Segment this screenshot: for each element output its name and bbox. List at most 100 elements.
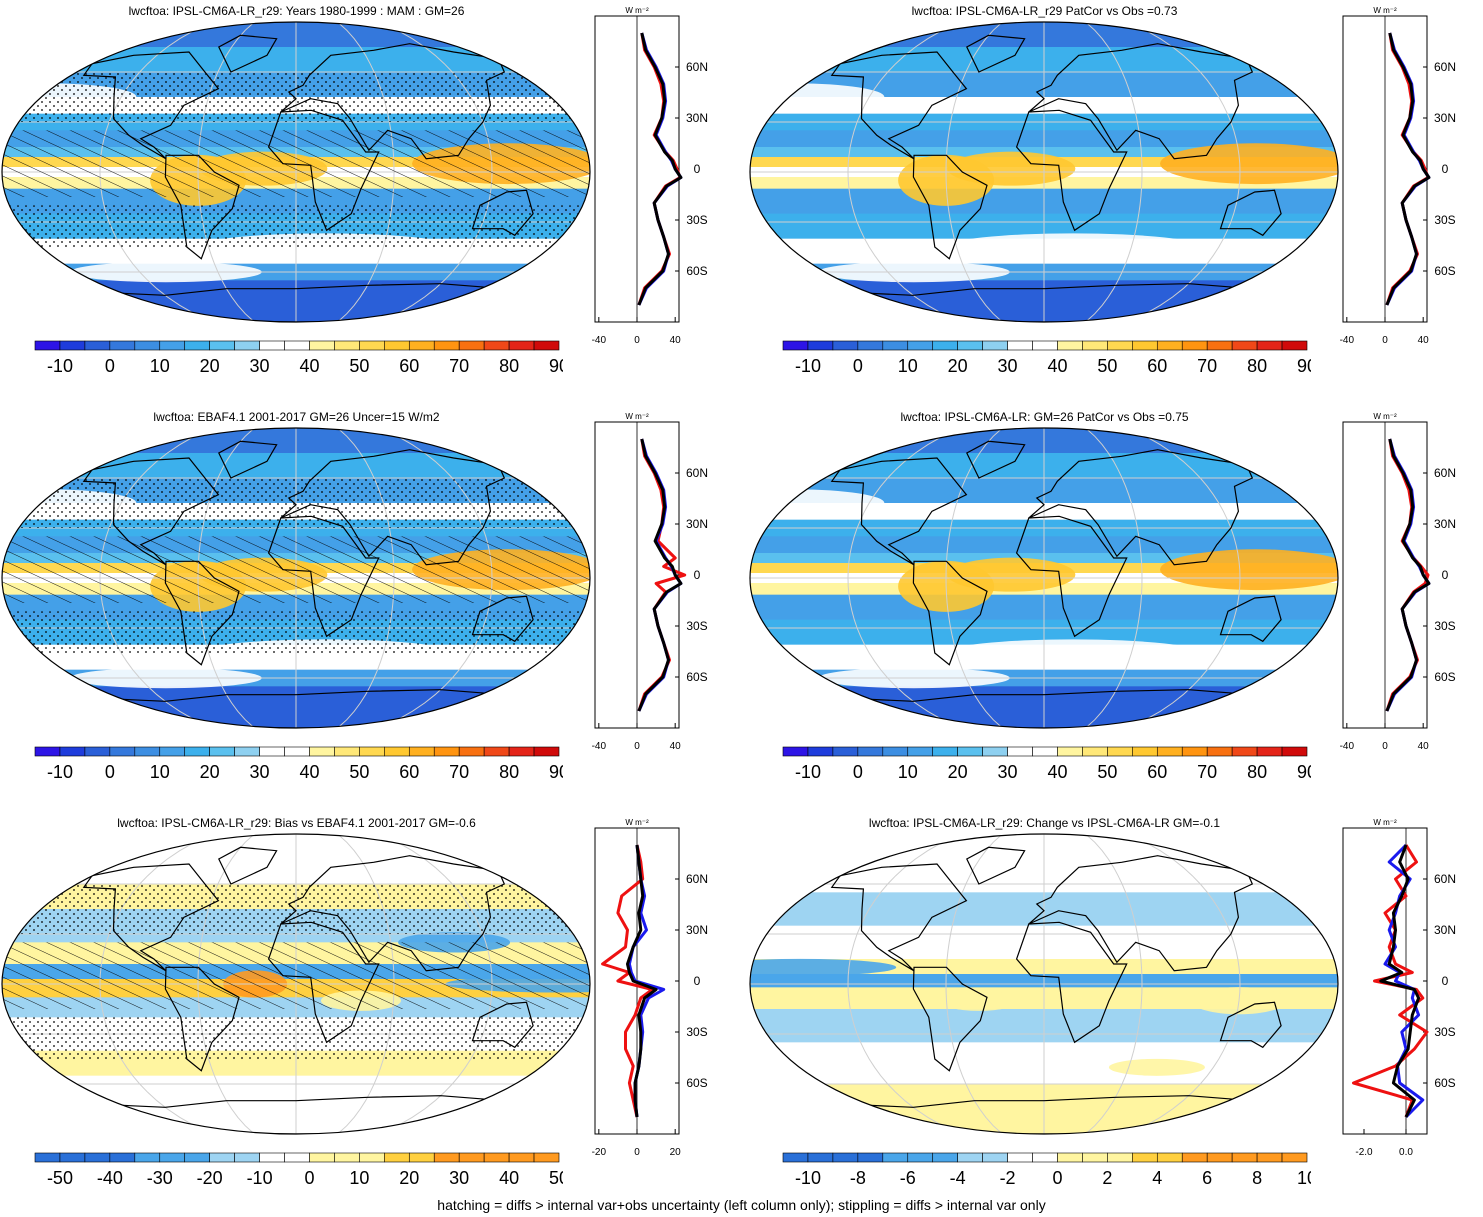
- colorbar: -10 0 10 20 30 40 50 60 70 80 90: [782, 340, 1311, 376]
- stipple-region: [2, 205, 590, 247]
- unit-label: W m⁻²: [625, 6, 649, 15]
- colorbar-label: 40: [299, 356, 319, 376]
- stipple-region: [2, 72, 590, 122]
- y-tick-label: 60S: [1434, 1076, 1455, 1090]
- colorbar-label: 60: [1147, 762, 1167, 782]
- zonal-mean-plot: -40 0 40 60N 30N 0 30S 60S W m⁻²: [1340, 6, 1456, 346]
- map-plot: [749, 427, 1339, 729]
- colorbar-label: 30: [998, 762, 1018, 782]
- field-feature: [938, 990, 1019, 1011]
- y-tick-label: 60N: [1434, 60, 1456, 74]
- colorbar-label: 20: [948, 356, 968, 376]
- colorbar-label: 8: [1252, 1168, 1262, 1188]
- colorbar-label: 40: [499, 1168, 519, 1188]
- colorbar-swatch: [1281, 1152, 1308, 1163]
- colorbar-swatch: [84, 340, 111, 351]
- colorbar-label: 40: [1047, 356, 1067, 376]
- colorbar-label: -50: [47, 1168, 73, 1188]
- zonal-mean-plot: -40 0 40 60N 30N 0 30S 60S W m⁻²: [1340, 412, 1456, 752]
- colorbar-swatch: [184, 746, 210, 757]
- colorbar-swatch: [134, 746, 161, 757]
- coastline: [1219, 1001, 1282, 1049]
- colorbar-swatch: [1156, 746, 1183, 757]
- coastline: [841, 283, 1253, 322]
- x-tick-label: -20: [592, 1147, 607, 1158]
- colorbar-swatch: [1057, 340, 1083, 351]
- colorbar-swatch: [1181, 340, 1208, 351]
- colorbar: -10 0 10 20 30 40 50 60 70 80 90: [782, 746, 1311, 782]
- graticule-line: [847, 22, 962, 322]
- colorbar-swatch: [284, 746, 310, 757]
- hatch-region: [2, 130, 590, 197]
- coastline: [912, 154, 988, 260]
- y-tick-label: 0: [1442, 568, 1449, 582]
- x-tick-label: -2.0: [1355, 1147, 1373, 1158]
- colorbar-swatch: [259, 340, 285, 351]
- panel-title: lwcftoa: IPSL-CM6A-LR: GM=26 PatCor vs O…: [900, 410, 1189, 424]
- colorbar-swatch: [907, 746, 934, 757]
- colorbar-swatch: [932, 1152, 958, 1163]
- colorbar-label: -20: [197, 1168, 223, 1188]
- coastline: [841, 689, 1253, 728]
- colorbar-swatch: [159, 340, 186, 351]
- colorbar-label: 20: [200, 762, 220, 782]
- colorbar-swatch: [1181, 1152, 1208, 1163]
- colorbar: -10 -8 -6 -4 -2 0 2 4 6 8 10: [782, 1152, 1311, 1188]
- graticule-line: [945, 834, 1003, 1134]
- unit-label: W m⁻²: [1373, 818, 1397, 827]
- colorbar-label: -10: [795, 356, 821, 376]
- colorbar-swatch: [1256, 1152, 1283, 1163]
- colorbar-swatch: [408, 340, 435, 351]
- graticule-line: [945, 428, 1003, 728]
- coastline: [218, 440, 278, 479]
- colorbar-swatch: [982, 746, 1008, 757]
- colorbar-label: 0: [853, 356, 863, 376]
- colorbar-label: 0: [105, 356, 115, 376]
- graticule-line: [847, 834, 962, 1134]
- colorbar-label: 40: [299, 762, 319, 782]
- field-feature: [945, 639, 1202, 667]
- colorbar-swatch: [1231, 746, 1258, 757]
- y-tick-label: 0: [694, 974, 701, 988]
- colorbar-swatch: [907, 1152, 934, 1163]
- colorbar-swatch: [1231, 1152, 1258, 1163]
- colorbar-label: -8: [850, 1168, 866, 1188]
- colorbar-swatch: [259, 1152, 285, 1163]
- coastline: [1015, 515, 1128, 638]
- coastline: [93, 283, 505, 322]
- coastline: [841, 1095, 1253, 1134]
- zonal-line-black: [1379, 844, 1421, 1118]
- y-tick-label: 60N: [686, 466, 708, 480]
- colorbar-label: 10: [150, 762, 170, 782]
- graticule-line: [1126, 428, 1241, 728]
- colorbar-swatch: [109, 746, 136, 757]
- colorbar-swatch: [359, 746, 385, 757]
- colorbar-label: 6: [1202, 1168, 1212, 1188]
- panel-4: lwcftoa: IPSL-CM6A-LR: GM=26 PatCor vs O…: [748, 406, 1483, 811]
- colorbar-swatch: [1132, 746, 1158, 757]
- colorbar-swatch: [1082, 340, 1108, 351]
- colorbar-swatch: [284, 340, 310, 351]
- coastline: [912, 560, 988, 666]
- y-tick-label: 30S: [1434, 213, 1455, 227]
- coastline: [830, 457, 968, 566]
- panel-title: lwcftoa: IPSL-CM6A-LR_r29: Bias vs EBAF4…: [117, 816, 476, 830]
- colorbar-label: 0: [105, 762, 115, 782]
- colorbar-swatch: [34, 746, 61, 757]
- zonal-mean-plot: -40 0 40 60N 30N 0 30S 60S W m⁻²: [592, 412, 708, 752]
- colorbar-swatch: [857, 340, 884, 351]
- colorbar-label: 10: [1297, 1168, 1311, 1188]
- colorbar-swatch: [334, 340, 360, 351]
- colorbar: -10 0 10 20 30 40 50 60 70 80 90: [34, 340, 563, 376]
- zonal-line-black: [637, 32, 683, 306]
- x-tick-label: 40: [1418, 335, 1430, 346]
- graticule-line: [1085, 428, 1143, 728]
- x-tick-label: 0: [1382, 335, 1388, 346]
- colorbar-swatch: [458, 340, 485, 351]
- colorbar-swatch: [234, 340, 260, 351]
- colorbar-swatch: [1107, 340, 1133, 351]
- colorbar-swatch: [782, 340, 809, 351]
- colorbar-label: -4: [950, 1168, 966, 1188]
- colorbar-label: 30: [998, 356, 1018, 376]
- colorbar-swatch: [259, 746, 285, 757]
